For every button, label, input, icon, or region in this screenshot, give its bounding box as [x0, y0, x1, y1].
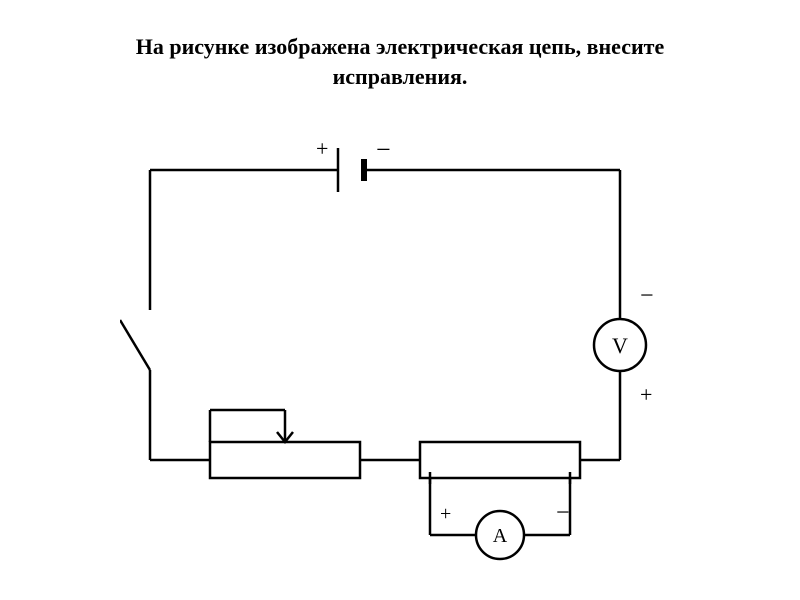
resistor-body	[420, 442, 580, 478]
title-line-2: исправления.	[333, 64, 468, 89]
ammeter-minus-label: −	[556, 500, 570, 526]
ammeter-plus-label: +	[440, 503, 451, 525]
voltmeter-minus-label: −	[640, 283, 654, 309]
rheostat-body	[210, 442, 360, 478]
circuit-diagram: + − V − + A + −	[120, 140, 680, 570]
ammeter-label: A	[493, 525, 508, 547]
page-title: На рисунке изображена электрическая цепь…	[0, 32, 800, 91]
voltmeter-label: V	[612, 333, 628, 358]
voltmeter-plus-label: +	[640, 382, 652, 407]
battery-minus-label: −	[376, 140, 391, 164]
battery-plus-label: +	[316, 140, 328, 161]
switch-blade	[120, 320, 150, 370]
title-line-1: На рисунке изображена электрическая цепь…	[136, 34, 664, 59]
